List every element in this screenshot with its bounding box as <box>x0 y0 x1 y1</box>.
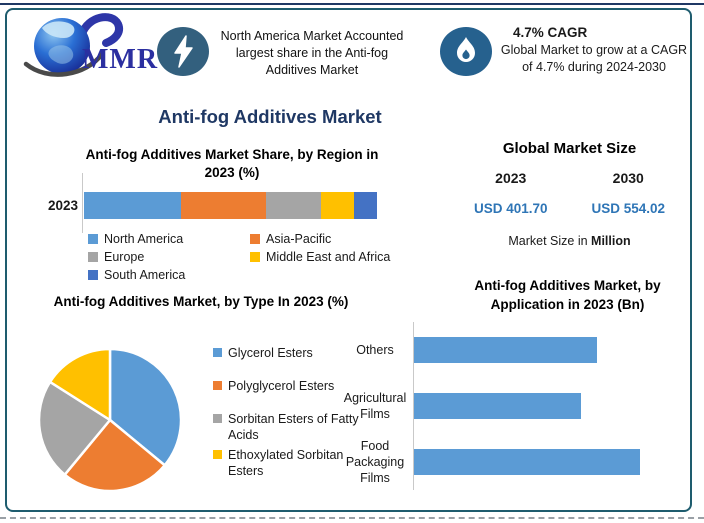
flame-icon <box>457 37 475 62</box>
pie-slice <box>63 418 166 493</box>
application-category-label: Agricultural Films <box>343 391 407 421</box>
region-legend: North America Asia-Pacific Europe Middle Ea… <box>88 231 400 283</box>
top-accent-line <box>0 3 704 5</box>
region-bar-segment <box>265 192 322 219</box>
highlight-north-america-text: North America Market Accounted largest s… <box>220 29 404 77</box>
region-bar-segment <box>180 192 266 219</box>
legend-swatch <box>213 348 222 357</box>
page-title: Anti-fog Additives Market <box>158 106 382 127</box>
region-chart-axis <box>82 173 83 233</box>
legend-label: Asia-Pacific <box>266 232 332 246</box>
application-category-label: Others <box>356 343 394 357</box>
legend-swatch <box>213 381 222 390</box>
legend-item: Sorbitan Esters of Fatty Acids <box>213 411 365 443</box>
legend-item: South America <box>88 267 250 283</box>
legend-label: South America <box>104 268 186 282</box>
legend-item: Middle East and Africa <box>250 249 400 265</box>
lightning-badge <box>157 27 209 76</box>
cagr-text: Global Market to grow at a CAGR of 4.7% … <box>500 43 688 74</box>
market-size-year-2023: 2023 <box>495 170 527 186</box>
legend-item: North America <box>88 231 250 247</box>
cagr-highlight: 4.7% CAGR Global Market to grow at a CAG… <box>497 25 691 76</box>
type-pie-chart <box>36 346 184 494</box>
region-stacked-bar <box>84 192 377 219</box>
application-chart-title: Anti-fog Additives Market, by Applicatio… <box>474 278 661 312</box>
logo-wordmark: MMR <box>82 44 159 75</box>
type-chart-title: Anti-fog Additives Market, by Type In 20… <box>53 294 349 309</box>
cagr-title: 4.7% CAGR <box>513 25 588 40</box>
legend-label: Sorbitan Esters of Fatty Acids <box>228 412 359 442</box>
lightning-bolt-icon <box>174 34 193 68</box>
bottom-dotted-line <box>0 517 704 519</box>
type-pie-legend: Glycerol Esters Polyglycerol Esters Sorbit… <box>213 345 365 496</box>
region-chart-title: Anti-fog Additives Market Share, by Regi… <box>85 147 379 180</box>
application-bar <box>414 337 597 363</box>
legend-swatch <box>213 414 222 423</box>
legend-swatch <box>88 270 98 280</box>
pie-slice <box>37 380 112 476</box>
market-size-footnote: Market Size in Million <box>452 234 687 248</box>
legend-swatch <box>88 234 98 244</box>
outer-frame <box>5 8 692 512</box>
market-size-title: Global Market Size <box>502 140 637 157</box>
legend-swatch <box>250 234 260 244</box>
application-bar <box>414 449 640 475</box>
application-category-label: Food Packaging Films <box>345 439 405 485</box>
legend-item: Ethoxylated Sorbitan Esters <box>213 447 365 479</box>
region-bar-segment <box>321 192 354 219</box>
legend-item: Polyglycerol Esters <box>213 378 365 394</box>
market-size-value-2030: USD 554.02 <box>591 201 666 216</box>
application-bar-row: Food Packaging Films <box>340 434 675 490</box>
market-size-years: 2023 2030 <box>452 170 687 186</box>
legend-item: Glycerol Esters <box>213 345 365 361</box>
application-bar-row: Others <box>340 322 675 378</box>
globe-icon <box>23 13 123 77</box>
market-size-footnote-unit: Million <box>591 234 631 248</box>
legend-swatch <box>88 252 98 262</box>
market-size-values: USD 401.70 USD 554.02 <box>452 201 687 216</box>
application-bar-row: Agricultural Films <box>340 378 675 434</box>
flame-badge <box>440 27 492 76</box>
pie-slice <box>108 347 183 467</box>
market-size-value-2023: USD 401.70 <box>473 201 548 216</box>
legend-label: Ethoxylated Sorbitan Esters <box>228 448 344 478</box>
legend-item: Asia-Pacific <box>250 231 400 247</box>
legend-item: Europe <box>88 249 250 265</box>
pie-slice <box>48 347 112 422</box>
legend-label: Polyglycerol Esters <box>228 379 335 393</box>
legend-swatch <box>250 252 260 262</box>
mmr-logo: MMR <box>22 10 162 88</box>
legend-label: Middle East and Africa <box>266 250 391 264</box>
legend-label: North America <box>104 232 184 246</box>
market-size-year-2030: 2030 <box>612 170 644 186</box>
market-size-footnote-text: Market Size in <box>508 234 592 248</box>
region-bar-segment <box>353 192 377 219</box>
application-chart-axis <box>413 322 414 490</box>
region-bar-segment <box>84 192 181 219</box>
region-row-label: 2023 <box>47 198 78 213</box>
application-bar <box>414 393 581 419</box>
application-bar-chart: Others Agricultural Films Food Packaging F… <box>340 322 675 490</box>
legend-label: Glycerol Esters <box>228 346 313 360</box>
legend-swatch <box>213 450 222 459</box>
pie-svg <box>37 347 183 493</box>
legend-label: Europe <box>104 250 145 264</box>
